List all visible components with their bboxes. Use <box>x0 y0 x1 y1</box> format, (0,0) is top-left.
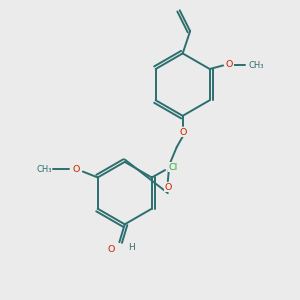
Text: CH₃: CH₃ <box>248 61 263 70</box>
Text: O: O <box>108 245 115 254</box>
Text: H: H <box>128 243 135 252</box>
Text: O: O <box>72 165 80 174</box>
Text: O: O <box>226 60 233 69</box>
Text: O: O <box>179 128 186 137</box>
Text: O: O <box>164 183 172 192</box>
Text: CH₃: CH₃ <box>37 165 52 174</box>
Text: Cl: Cl <box>169 163 178 172</box>
